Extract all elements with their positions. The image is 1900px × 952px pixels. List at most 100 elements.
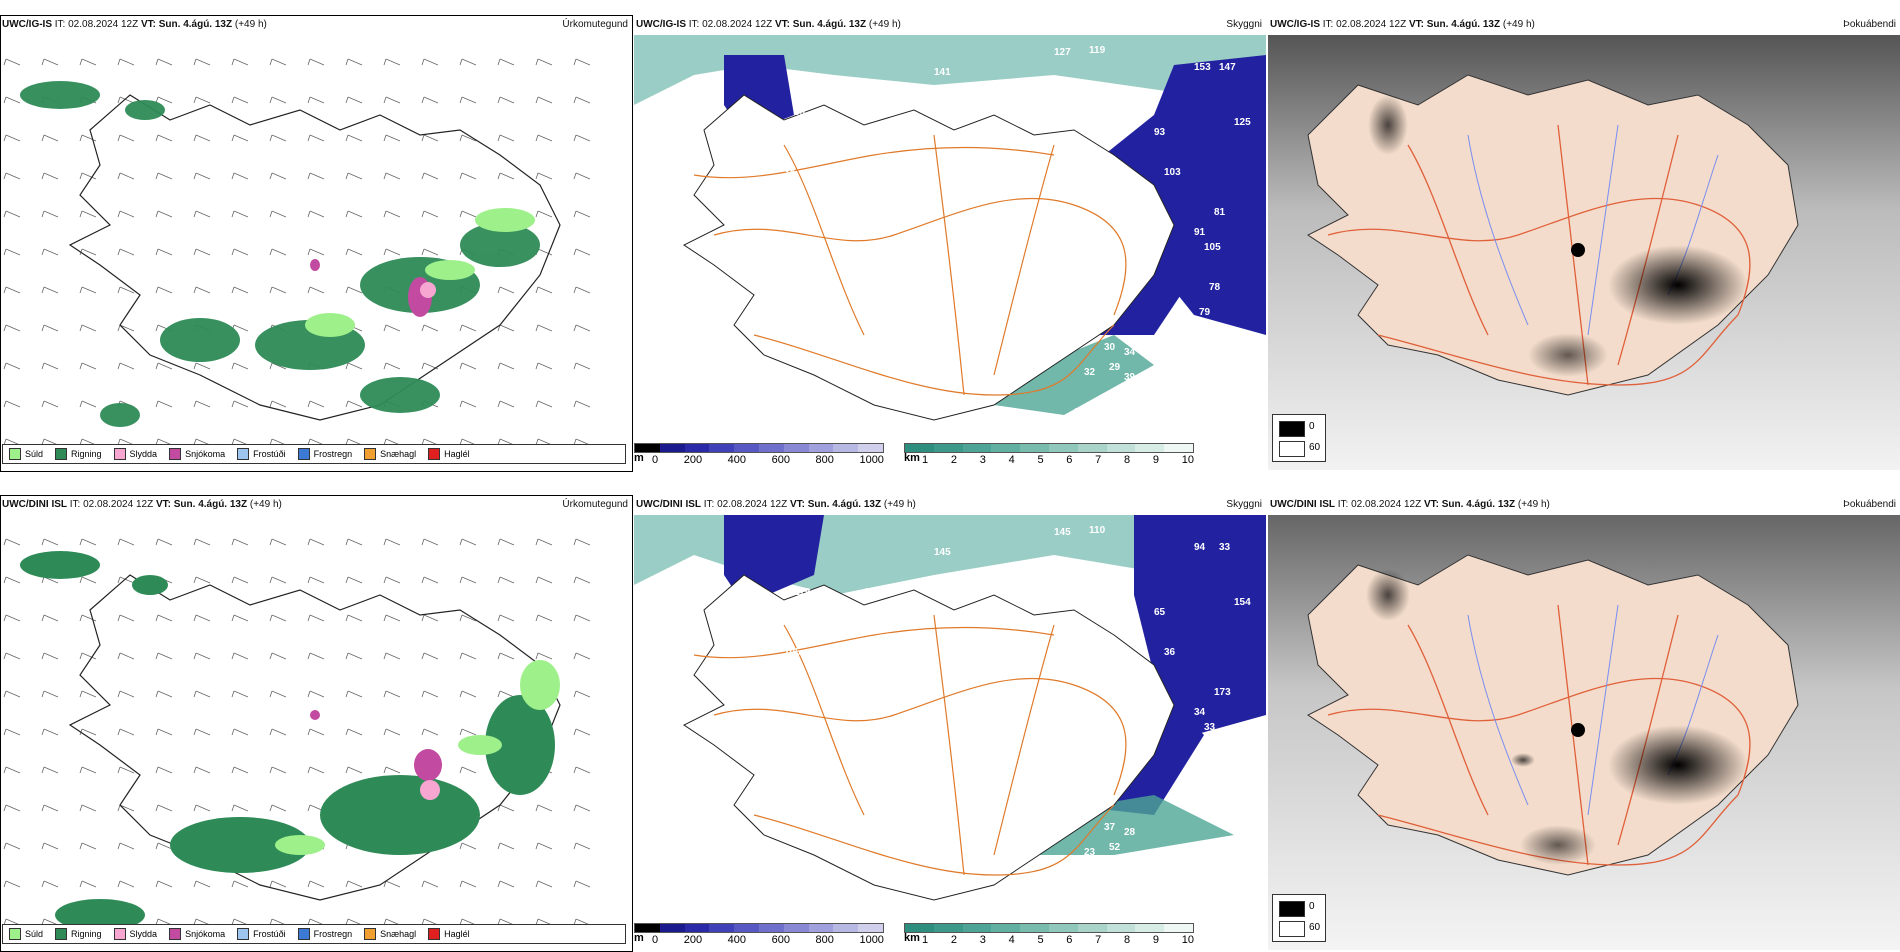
wind-barb	[497, 400, 515, 408]
wind-barb	[345, 248, 363, 256]
wind-barb	[193, 58, 211, 66]
legend-swatch	[237, 928, 250, 940]
colorbar-tick: 400	[727, 934, 746, 946]
cloud-base-unit: m	[634, 452, 644, 464]
wind-barb	[41, 728, 59, 736]
cloud-base-label: 145	[1054, 527, 1071, 538]
legend-item: Súld	[9, 448, 43, 460]
legend-label: Slydda	[129, 929, 158, 939]
wind-barb	[497, 286, 515, 294]
wind-barb	[345, 210, 363, 218]
legend-label: Súld	[25, 449, 44, 459]
fog-map	[1268, 515, 1900, 950]
legend-label: Frostregn	[313, 929, 353, 939]
cloud-base-label: 153	[1194, 62, 1211, 73]
panel-header: UWC/IG-IS IT: 02.08.2024 12Z VT: Sun. 4.…	[1268, 15, 1900, 35]
colorbar-tick: 200	[683, 934, 703, 946]
wind-barb	[421, 58, 439, 66]
legend-item: Snæhagl	[364, 448, 416, 460]
cloud-base-label: 52	[1109, 842, 1121, 853]
wind-barb	[3, 538, 21, 546]
wind-barb	[117, 96, 135, 104]
wind-barb	[231, 652, 249, 660]
cloud-base-label: 103	[1164, 167, 1181, 178]
wind-barb	[573, 652, 591, 660]
colorbar-tick: 10	[1181, 934, 1194, 946]
cloud-base-label: 173	[1214, 687, 1231, 698]
colorbar-tick: 5	[1037, 454, 1044, 466]
cloud-base-label: 27	[964, 427, 976, 438]
wind-barb	[79, 804, 97, 812]
cloud-base-label: 32	[864, 107, 876, 118]
wind-barb	[193, 96, 211, 104]
wind-barb	[269, 210, 287, 218]
wind-barb	[117, 172, 135, 180]
wind-barb	[535, 134, 553, 142]
wind-barb	[193, 804, 211, 812]
snow-areas	[310, 710, 442, 781]
wind-barb	[231, 134, 249, 142]
cloud-base-label: 30	[1104, 342, 1116, 353]
cloud-base-label: 137	[924, 127, 941, 138]
wind-barb	[193, 134, 211, 142]
legend-swatch	[297, 448, 310, 460]
wind-barb	[3, 58, 21, 66]
wind-barb	[41, 804, 59, 812]
cloud-base-label: 92	[1174, 372, 1186, 383]
legend-label: Snjókoma	[185, 449, 226, 459]
legend-item: Frostúði	[237, 448, 286, 460]
cloud-base-label: 42	[1074, 322, 1086, 333]
cloud-base-unit: m	[634, 932, 644, 944]
cloud-base-label: 154	[1234, 597, 1251, 608]
wind-barb	[41, 210, 59, 218]
wind-barb	[383, 690, 401, 698]
wind-barb	[79, 576, 97, 584]
wind-barb	[3, 614, 21, 622]
wind-barb	[231, 766, 249, 774]
wind-barb	[269, 614, 287, 622]
wind-barb	[79, 134, 97, 142]
wind-barb	[421, 728, 439, 736]
wind-barb	[41, 690, 59, 698]
wind-barb	[497, 842, 515, 850]
wind-barb	[269, 690, 287, 698]
wind-barb	[459, 96, 477, 104]
wind-barb	[535, 400, 553, 408]
legend-swatch	[113, 448, 126, 460]
colorbar-tick: 1	[922, 454, 929, 466]
wind-barb	[193, 576, 211, 584]
wind-barb	[459, 766, 477, 774]
wind-barb	[459, 210, 477, 218]
wind-barb	[421, 576, 439, 584]
wind-barb	[231, 210, 249, 218]
wind-barb	[41, 614, 59, 622]
cloud-base-label: 50	[764, 617, 776, 628]
wind-barb	[41, 324, 59, 332]
wind-barb	[269, 804, 287, 812]
cloud-base-label: 115	[749, 597, 766, 608]
colorbar-tick: 5	[1037, 934, 1044, 946]
visibility-ticks: 1 2 3 4 5 6 7 8 9 10	[904, 454, 1194, 466]
precip-legend: Súld Rigning Slydda Snjókoma Frostúði Frostre…	[2, 444, 626, 464]
wind-barb	[3, 96, 21, 104]
colorbar-tick: 3	[979, 934, 986, 946]
legend-label: Snæhagl	[380, 449, 417, 459]
wind-barb	[535, 652, 553, 660]
wind-barb	[117, 362, 135, 370]
cloud-base-label: 111	[1224, 357, 1240, 368]
wind-barb	[79, 210, 97, 218]
wind-barb	[3, 134, 21, 142]
wind-barb	[155, 614, 173, 622]
colorbar-tick: 9	[1152, 454, 1159, 466]
legend-swatch	[9, 928, 21, 940]
wind-barb	[79, 880, 97, 888]
wind-barb	[345, 690, 363, 698]
wind-barb	[459, 842, 477, 850]
wind-barb	[307, 134, 325, 142]
wind-barb	[3, 842, 21, 850]
wind-barb	[383, 652, 401, 660]
wind-barb	[459, 880, 477, 888]
wind-barb	[345, 614, 363, 622]
precip-legend: Súld Rigning Slydda Snjókoma Frostúði Frostre…	[2, 924, 626, 944]
